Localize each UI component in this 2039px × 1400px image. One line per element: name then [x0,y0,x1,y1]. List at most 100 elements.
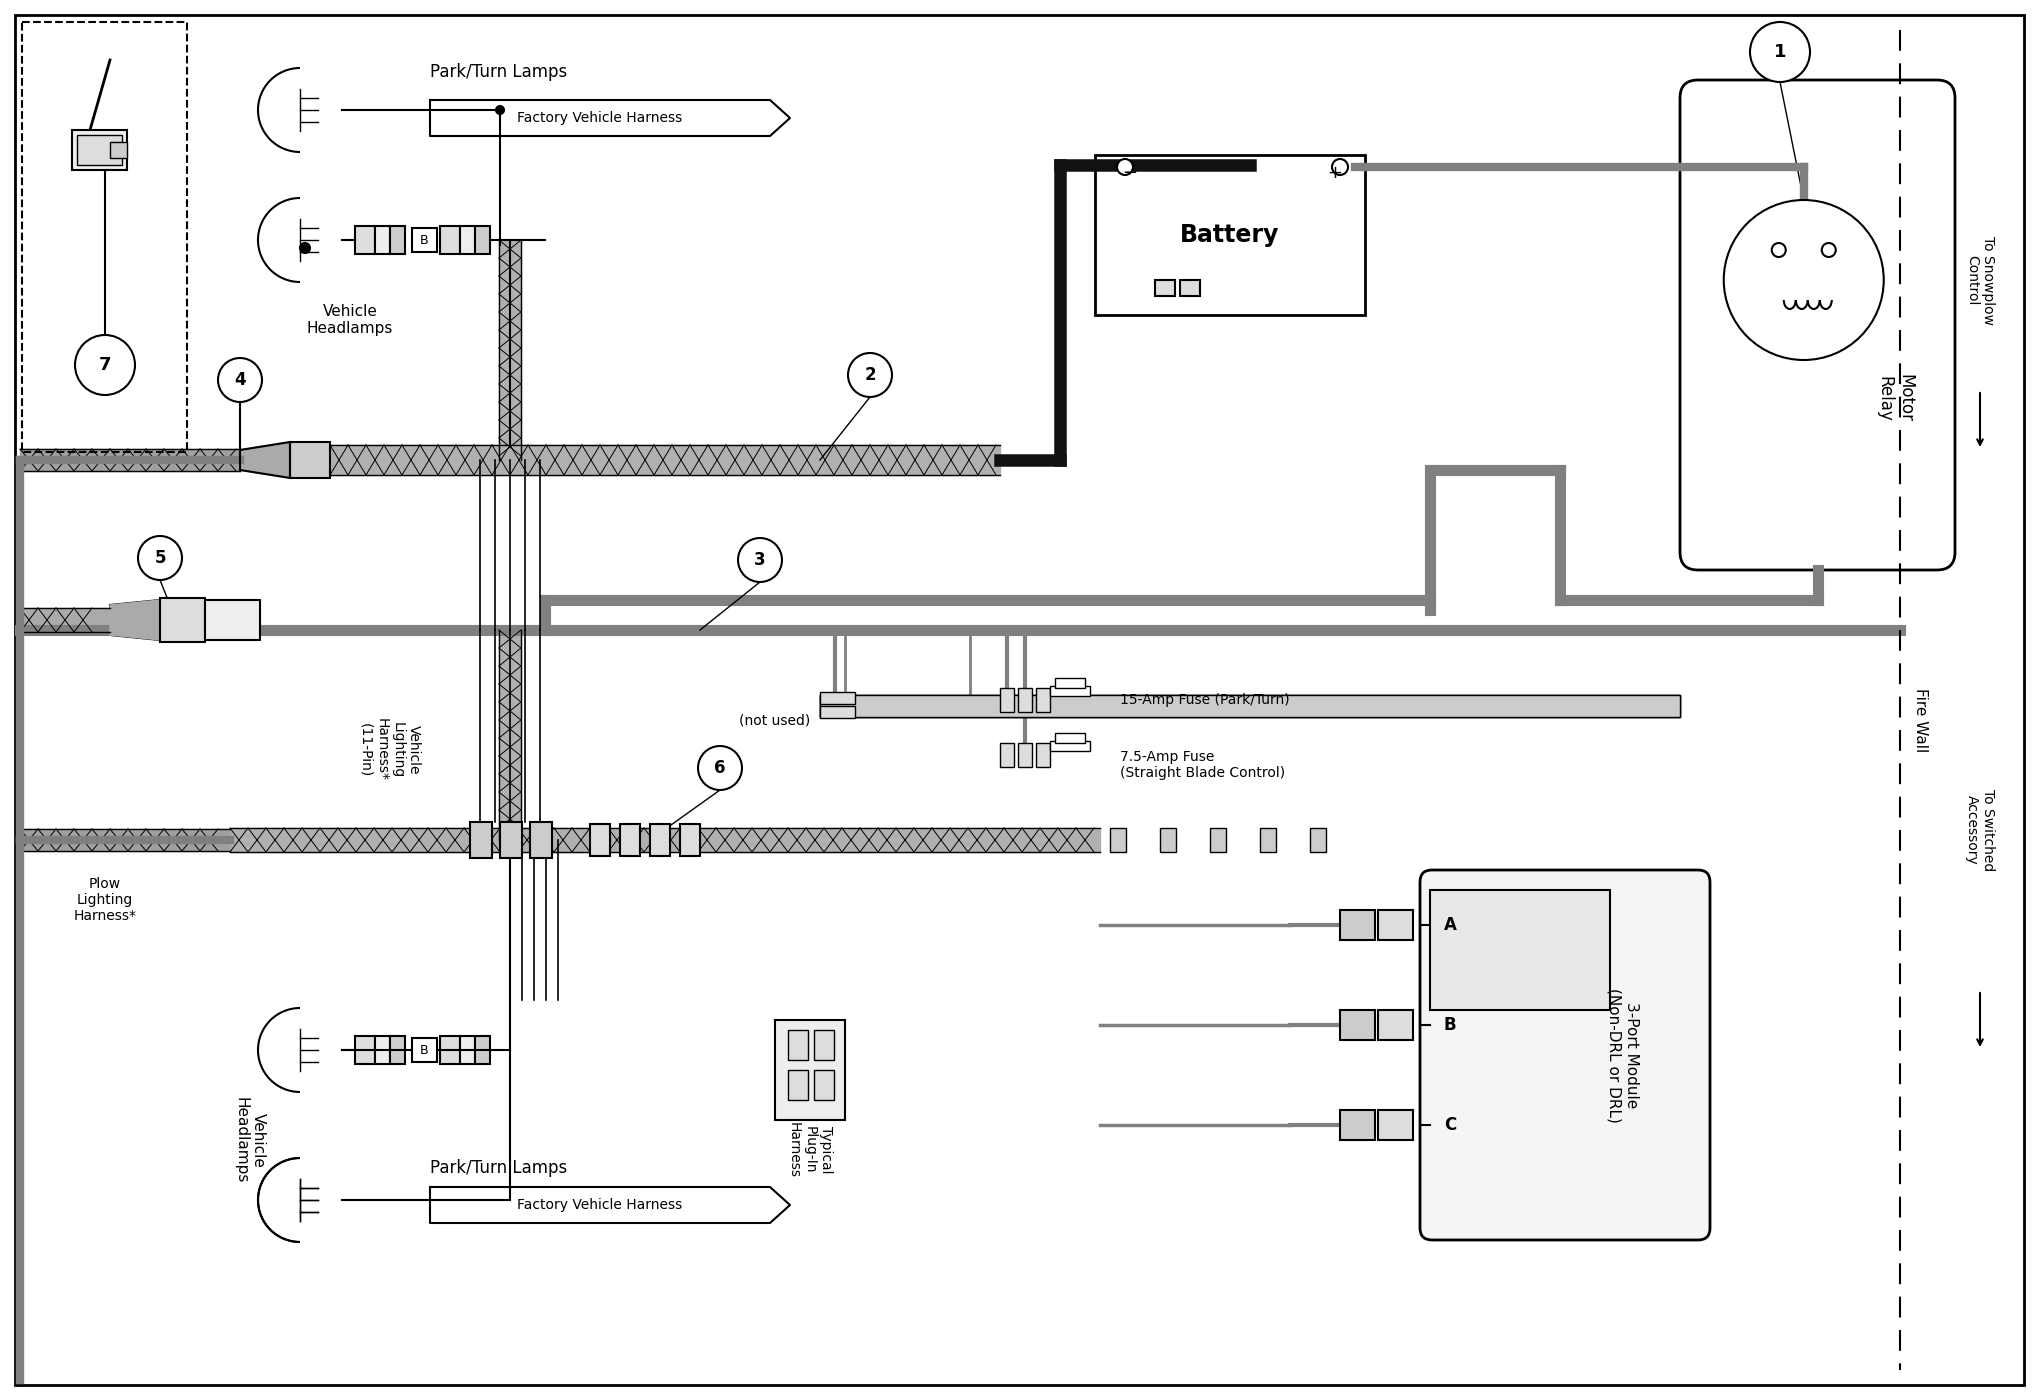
FancyBboxPatch shape [206,601,261,640]
Polygon shape [430,99,789,136]
FancyBboxPatch shape [1054,678,1085,687]
FancyBboxPatch shape [355,1036,375,1064]
Text: Plow
Lighting
Harness*: Plow Lighting Harness* [73,876,137,923]
FancyBboxPatch shape [814,1070,834,1100]
Circle shape [75,335,135,395]
Text: Park/Turn Lamps: Park/Turn Lamps [430,1159,567,1177]
Text: 2: 2 [865,365,877,384]
Circle shape [1749,22,1811,83]
FancyBboxPatch shape [1154,280,1174,295]
Text: −: − [1121,164,1138,182]
FancyBboxPatch shape [375,1036,389,1064]
Text: 7.5-Amp Fuse
(Straight Blade Control): 7.5-Amp Fuse (Straight Blade Control) [1119,750,1285,780]
Circle shape [1723,200,1884,360]
Text: 4: 4 [234,371,247,389]
Circle shape [495,106,504,113]
Text: Vehicle
Headlamps: Vehicle Headlamps [306,304,394,336]
Circle shape [1117,160,1134,175]
FancyBboxPatch shape [159,598,206,643]
FancyBboxPatch shape [1036,743,1050,767]
Text: To Snowplow
Control: To Snowplow Control [1966,235,1994,325]
FancyBboxPatch shape [389,1036,406,1064]
FancyBboxPatch shape [999,687,1013,713]
Circle shape [1821,244,1835,258]
Text: B: B [1444,1016,1456,1035]
FancyBboxPatch shape [1209,827,1225,853]
FancyBboxPatch shape [1378,1110,1413,1140]
FancyBboxPatch shape [650,825,671,855]
Text: Vehicle
Headlamps: Vehicle Headlamps [234,1096,267,1183]
FancyBboxPatch shape [820,706,854,718]
FancyBboxPatch shape [355,225,375,253]
FancyBboxPatch shape [787,1030,807,1060]
Text: 1: 1 [1774,43,1786,62]
FancyBboxPatch shape [1109,827,1126,853]
Text: To Switched
Accessory: To Switched Accessory [1966,788,1994,871]
FancyBboxPatch shape [820,694,1680,717]
Text: +: + [1327,164,1342,182]
Text: B: B [420,234,428,246]
Text: A: A [1444,916,1456,934]
Circle shape [1772,244,1786,258]
FancyBboxPatch shape [375,225,389,253]
Circle shape [738,538,783,582]
FancyBboxPatch shape [1017,743,1032,767]
Text: Park/Turn Lamps: Park/Turn Lamps [430,63,567,81]
FancyBboxPatch shape [475,1036,489,1064]
FancyBboxPatch shape [1340,1009,1374,1040]
Text: 15-Amp Fuse (Park/Turn): 15-Amp Fuse (Park/Turn) [1119,693,1289,707]
FancyBboxPatch shape [814,1030,834,1060]
Circle shape [300,244,310,253]
Circle shape [1331,160,1348,175]
FancyBboxPatch shape [820,694,1680,717]
FancyBboxPatch shape [389,225,406,253]
Polygon shape [430,1187,789,1224]
FancyBboxPatch shape [1419,869,1711,1240]
Text: C: C [1444,1116,1456,1134]
Text: 3: 3 [754,552,767,568]
Circle shape [218,358,261,402]
FancyBboxPatch shape [440,1036,461,1064]
Text: (not used): (not used) [738,713,809,727]
Text: Fire Wall: Fire Wall [1913,687,1927,752]
FancyBboxPatch shape [1160,827,1177,853]
FancyBboxPatch shape [1050,686,1091,696]
FancyBboxPatch shape [412,1037,436,1063]
Text: Factory Vehicle Harness: Factory Vehicle Harness [518,1198,683,1212]
Text: B: B [420,1043,428,1057]
FancyBboxPatch shape [1378,1009,1413,1040]
FancyBboxPatch shape [1017,687,1032,713]
Circle shape [697,746,742,790]
FancyBboxPatch shape [620,825,640,855]
FancyBboxPatch shape [500,822,522,858]
Text: Motor
Relay: Motor Relay [1876,374,1915,423]
Polygon shape [241,442,290,477]
FancyBboxPatch shape [1309,827,1325,853]
FancyBboxPatch shape [461,225,475,253]
FancyBboxPatch shape [775,1021,844,1120]
FancyBboxPatch shape [1050,741,1091,750]
FancyBboxPatch shape [820,692,854,704]
FancyBboxPatch shape [1378,910,1413,939]
Text: 5: 5 [155,549,165,567]
FancyBboxPatch shape [1340,910,1374,939]
FancyBboxPatch shape [290,442,330,477]
Text: 3-Port Module
(Non-DRL or DRL): 3-Port Module (Non-DRL or DRL) [1607,987,1639,1123]
Text: 7: 7 [98,356,112,374]
Circle shape [139,536,181,580]
FancyBboxPatch shape [589,825,610,855]
FancyBboxPatch shape [1429,890,1611,1009]
FancyBboxPatch shape [461,1036,475,1064]
FancyBboxPatch shape [475,225,489,253]
FancyBboxPatch shape [787,1070,807,1100]
FancyBboxPatch shape [110,141,126,158]
FancyBboxPatch shape [1181,280,1201,295]
FancyBboxPatch shape [71,130,126,169]
Text: Vehicle
Lighting
Harness*
(11-Pin): Vehicle Lighting Harness* (11-Pin) [359,718,422,781]
FancyBboxPatch shape [820,694,1680,717]
Text: Factory Vehicle Harness: Factory Vehicle Harness [518,111,683,125]
FancyBboxPatch shape [530,822,553,858]
FancyBboxPatch shape [440,225,461,253]
FancyBboxPatch shape [471,822,491,858]
FancyBboxPatch shape [1036,687,1050,713]
